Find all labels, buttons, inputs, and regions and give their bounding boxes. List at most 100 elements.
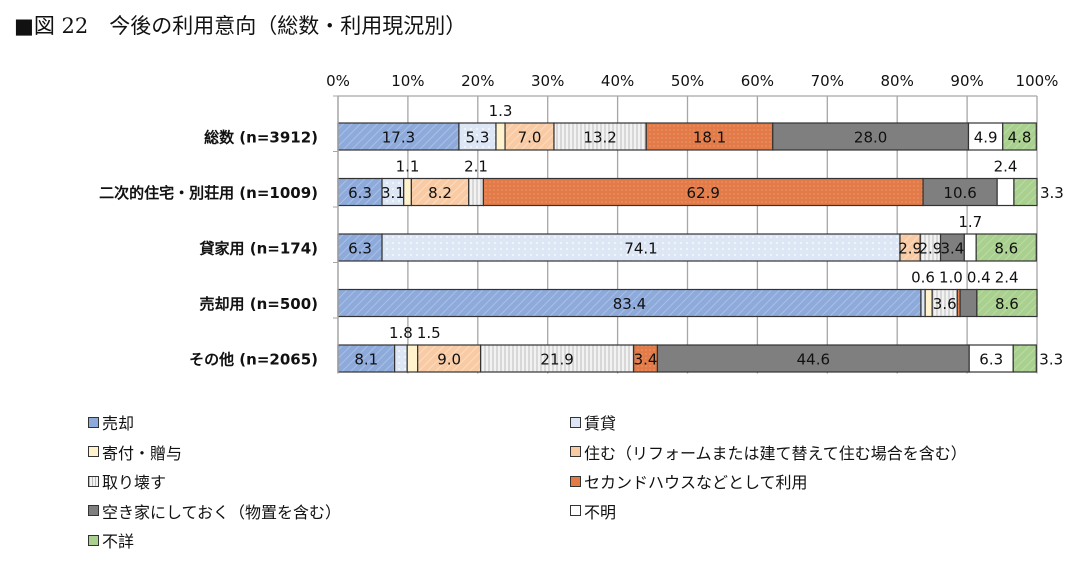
data-label: 0.6 bbox=[911, 269, 935, 287]
legend-label: 住む（リフォームまたは建て替えて住む場合を含む） bbox=[584, 443, 967, 463]
x-tick-label: 40% bbox=[601, 72, 634, 90]
legend-item: 不明 bbox=[570, 499, 616, 523]
data-label: 2.1 bbox=[464, 158, 488, 176]
data-label: 62.9 bbox=[687, 184, 720, 202]
legend-item: 売却 bbox=[88, 410, 134, 434]
data-label: 5.3 bbox=[466, 129, 490, 147]
data-label: 0.4 bbox=[967, 269, 991, 287]
bar-segment bbox=[403, 177, 412, 207]
data-label: 3.6 bbox=[933, 295, 957, 313]
data-label: 8.2 bbox=[428, 184, 452, 202]
legend-label: 不明 bbox=[584, 502, 617, 522]
bar-segment bbox=[381, 233, 901, 262]
legend-swatch bbox=[88, 475, 99, 487]
bar-segment bbox=[645, 122, 774, 151]
data-label: 28.0 bbox=[854, 129, 887, 147]
data-label: 2.4 bbox=[995, 269, 1019, 287]
category-label: 総数 (n=3912) bbox=[204, 129, 318, 147]
chart-title: ■図 22 今後の利用意向（総数・利用現況別） bbox=[14, 14, 467, 38]
x-tick-label: 80% bbox=[881, 72, 914, 90]
data-label: 1.3 bbox=[489, 102, 513, 120]
legend-swatch bbox=[88, 505, 99, 516]
legend-item: セカンドハウスなどとして利用 bbox=[570, 469, 808, 493]
legend-label: 取り壊す bbox=[102, 473, 167, 492]
data-label: 10.6 bbox=[943, 184, 976, 202]
data-label: 6.3 bbox=[348, 240, 372, 258]
data-label: 8.1 bbox=[354, 351, 378, 369]
bar-segment bbox=[996, 177, 1015, 207]
legend-swatch bbox=[88, 416, 99, 428]
data-label: 21.9 bbox=[540, 351, 573, 369]
bar-segment bbox=[417, 344, 482, 373]
bar-segment bbox=[1002, 122, 1037, 151]
bar-segment bbox=[656, 344, 970, 373]
legend-label: 寄付・贈与 bbox=[102, 443, 183, 463]
data-label: 3.1 bbox=[381, 184, 405, 202]
legend-swatch bbox=[88, 534, 99, 546]
data-label: 2.9 bbox=[918, 240, 942, 258]
legend-item: 寄付・贈与 bbox=[88, 440, 182, 464]
bar-segment bbox=[920, 288, 926, 318]
data-label: 74.1 bbox=[624, 240, 657, 258]
legend-swatch bbox=[570, 416, 581, 428]
bar-segment bbox=[504, 122, 555, 151]
data-label: 3.3 bbox=[1040, 184, 1064, 202]
bar-segment bbox=[959, 288, 978, 318]
category-label: 売却用 (n=500) bbox=[200, 295, 319, 313]
bar-segment bbox=[337, 344, 396, 373]
x-tick-label: 100% bbox=[1016, 72, 1059, 90]
data-label: 3.4 bbox=[940, 240, 964, 258]
data-label: 3.4 bbox=[634, 351, 658, 369]
legend-item: 住む（リフォームまたは建て替えて住む場合を含む） bbox=[570, 440, 967, 464]
legend-label: セカンドハウスなどとして利用 bbox=[584, 473, 808, 492]
bar-segment bbox=[479, 344, 635, 373]
bar-segment bbox=[967, 122, 1004, 151]
legend-swatch bbox=[570, 446, 581, 457]
bar-segment bbox=[468, 177, 484, 207]
x-tick-label: 20% bbox=[461, 72, 494, 90]
bar-segment bbox=[975, 233, 1037, 262]
bar-segment bbox=[394, 344, 408, 373]
category-label: 貸家用 (n=174) bbox=[200, 240, 319, 258]
bar-segment bbox=[922, 177, 998, 207]
data-label: 1.7 bbox=[958, 213, 982, 231]
legend-swatch bbox=[570, 505, 581, 516]
data-label: 1.5 bbox=[417, 324, 441, 342]
data-label: 6.3 bbox=[348, 184, 372, 202]
legend-label: 売却 bbox=[102, 414, 135, 433]
data-label: 4.8 bbox=[1008, 129, 1032, 147]
data-label: 4.9 bbox=[974, 129, 998, 147]
bar-segment bbox=[963, 233, 977, 262]
x-tick-label: 50% bbox=[671, 72, 704, 90]
bar-segment bbox=[1012, 344, 1037, 373]
bar-segment bbox=[772, 122, 970, 151]
x-tick-label: 10% bbox=[391, 72, 424, 90]
bar-segment bbox=[976, 288, 1038, 318]
bar-segment bbox=[406, 344, 419, 373]
x-tick-label: 90% bbox=[950, 72, 983, 90]
data-label: 3.3 bbox=[1039, 351, 1063, 369]
legend-item: 不詳 bbox=[88, 528, 134, 552]
bar-segment bbox=[458, 122, 497, 151]
legend-swatch bbox=[88, 446, 99, 457]
data-label: 18.1 bbox=[693, 129, 726, 147]
data-label: 7.0 bbox=[518, 129, 542, 147]
bar-segment bbox=[1013, 177, 1038, 207]
data-label: 8.6 bbox=[994, 240, 1018, 258]
data-label: 1.1 bbox=[396, 158, 420, 176]
data-label: 83.4 bbox=[613, 295, 646, 313]
bar-segment bbox=[553, 122, 647, 151]
legend-item: 空き家にしておく（物置を含む） bbox=[88, 499, 341, 523]
data-label: 1.0 bbox=[939, 269, 963, 287]
data-label: 44.6 bbox=[797, 351, 830, 369]
legend-swatch bbox=[570, 475, 581, 487]
data-label: 13.2 bbox=[583, 129, 616, 147]
legend-item: 取り壊す bbox=[88, 469, 166, 493]
legend-label: 賃貸 bbox=[584, 414, 617, 433]
x-tick-label: 60% bbox=[741, 72, 774, 90]
data-label: 9.0 bbox=[437, 351, 461, 369]
legend-item: 賃貸 bbox=[570, 410, 616, 434]
data-label: 8.6 bbox=[995, 295, 1019, 313]
